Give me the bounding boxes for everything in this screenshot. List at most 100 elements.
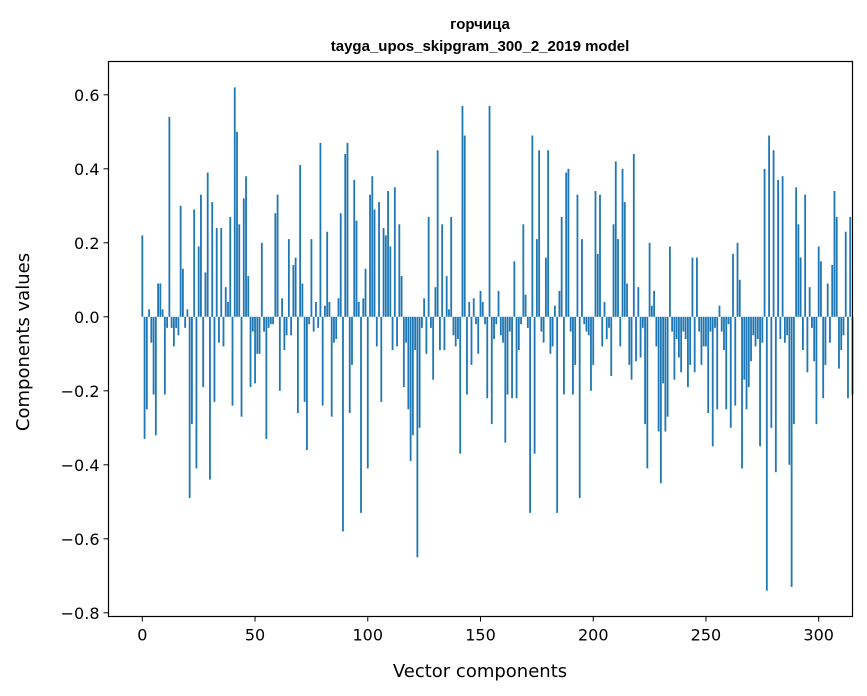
bar-5 — [152, 316, 155, 395]
bar-70 — [299, 165, 302, 317]
bar-285 — [783, 316, 786, 343]
bar-310 — [840, 316, 843, 351]
bar-139 — [454, 316, 457, 347]
bar-76 — [312, 316, 315, 332]
bar-303 — [824, 316, 827, 365]
chart-title-line2: tayga_upos_skipgram_300_2_2019 model — [331, 38, 630, 55]
bar-50 — [254, 316, 256, 384]
bar-48 — [249, 316, 252, 388]
bar-36 — [222, 316, 225, 347]
bar-60 — [276, 194, 279, 317]
bar-67 — [292, 265, 295, 317]
bar-205 — [603, 302, 606, 317]
bar-255 — [716, 316, 719, 410]
bar-126 — [425, 316, 428, 354]
bar-109 — [387, 191, 389, 317]
bar-270 — [750, 316, 752, 362]
bar-248 — [700, 316, 703, 365]
bar-221 — [639, 316, 642, 358]
bar-256 — [718, 305, 721, 317]
bar-200 — [592, 316, 595, 365]
bar-82 — [326, 231, 329, 317]
bar-100 — [366, 316, 369, 469]
bar-24 — [195, 316, 198, 469]
bar-301 — [820, 261, 822, 317]
bar-216 — [628, 316, 631, 365]
bar-65 — [287, 239, 290, 317]
bar-30 — [209, 316, 211, 480]
bar-39 — [229, 216, 232, 317]
bar-201 — [594, 191, 597, 317]
bar-217 — [630, 316, 633, 380]
bar-171 — [526, 316, 529, 328]
bar-55 — [265, 316, 268, 439]
bar-156 — [493, 316, 495, 339]
bar-237 — [675, 316, 678, 339]
bar-74 — [308, 316, 311, 325]
bar-51 — [256, 316, 259, 354]
bar-262 — [732, 253, 734, 317]
bar-34 — [218, 316, 220, 343]
bar-249 — [702, 316, 705, 347]
bar-47 — [247, 276, 250, 317]
bar-187 — [563, 316, 565, 395]
y-axis-label: Components values — [13, 253, 34, 431]
bar-150 — [479, 290, 482, 317]
bar-131 — [436, 150, 439, 317]
bar-202 — [596, 253, 599, 317]
bar-197 — [585, 316, 588, 332]
bar-134 — [443, 316, 446, 351]
bar-213 — [621, 168, 624, 317]
bar-308 — [835, 216, 838, 317]
bar-68 — [294, 257, 297, 317]
x-tick-label: 200 — [578, 626, 609, 645]
bar-226 — [650, 305, 653, 317]
y-tick-label: 0.0 — [74, 308, 99, 327]
bar-142 — [461, 105, 464, 317]
bar-151 — [481, 302, 484, 317]
bar-229 — [657, 316, 660, 432]
bar-307 — [833, 191, 836, 317]
bar-253 — [711, 316, 714, 447]
bar-96 — [357, 302, 360, 317]
bar-153 — [486, 316, 489, 399]
bar-16 — [177, 316, 180, 336]
bar-228 — [655, 316, 658, 347]
bar-168 — [520, 316, 522, 325]
bar-84 — [330, 316, 333, 417]
bar-178 — [542, 316, 545, 343]
bar-124 — [420, 316, 423, 328]
bar-265 — [738, 279, 741, 317]
bar-86 — [335, 316, 338, 339]
bar-97 — [360, 316, 362, 513]
bar-268 — [745, 316, 748, 410]
bar-277 — [765, 316, 768, 591]
bar-19 — [184, 316, 187, 328]
bar-81 — [324, 305, 326, 317]
bar-293 — [802, 316, 804, 351]
bar-244 — [691, 257, 694, 317]
bar-232 — [664, 316, 667, 432]
bar-161 — [504, 316, 507, 443]
bar-41 — [233, 87, 236, 317]
bar-176 — [538, 150, 541, 317]
bar-98 — [362, 298, 365, 317]
bar-132 — [439, 316, 441, 351]
bar-170 — [524, 294, 527, 317]
bar-222 — [641, 316, 644, 328]
bar-148 — [475, 316, 477, 325]
bar-182 — [551, 316, 554, 347]
bar-52 — [258, 316, 261, 354]
bar-103 — [373, 209, 376, 317]
bar-219 — [635, 316, 637, 362]
bar-164 — [511, 316, 513, 399]
bar-102 — [371, 176, 374, 317]
bar-22 — [191, 316, 193, 425]
bar-245 — [693, 316, 696, 373]
bar-10 — [163, 316, 166, 395]
bar-35 — [220, 228, 223, 317]
bar-69 — [296, 316, 299, 413]
bar-267 — [743, 316, 746, 380]
bar-53 — [260, 242, 263, 317]
bar-91 — [346, 142, 349, 317]
